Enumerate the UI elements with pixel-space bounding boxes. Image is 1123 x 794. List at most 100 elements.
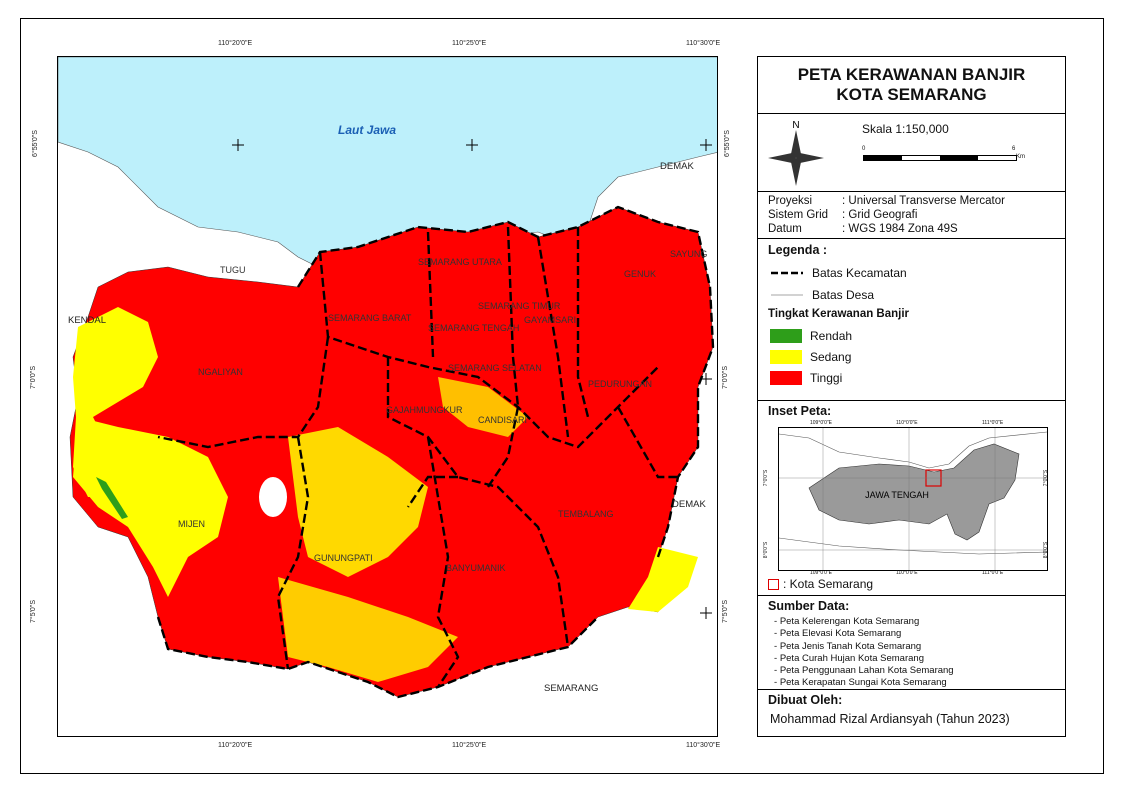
district-label: SEMARANG TENGAH <box>428 323 520 333</box>
district-label: SEMARANG TIMUR <box>478 301 561 311</box>
projection-row: Datum : WGS 1984 Zona 49S <box>768 222 1055 236</box>
inset-panel: Inset Peta: JAWA TENGAH 109°0'0"E 110°0'0… <box>757 400 1066 596</box>
zone-medium-south <box>278 577 458 682</box>
legend-header: Legenda : <box>768 243 828 257</box>
left-latitude-label: 7°0'0"S <box>29 366 37 389</box>
map-sheet <box>20 18 1104 774</box>
scale-start: 0 <box>862 146 866 152</box>
top-longitude-label: 110°20'0"E <box>218 40 253 47</box>
inset-north-coast <box>779 431 1047 469</box>
inset-top-tick: 109°0'0"E <box>810 420 832 426</box>
district-label: CANDISARI <box>478 415 528 425</box>
district-label: PEDURUNGAN <box>588 379 653 389</box>
projection-key: Datum <box>768 223 802 235</box>
scale-bar <box>863 155 1017 161</box>
projection-panel: Proyeksi: Universal Transverse Mercator S… <box>757 191 1066 239</box>
grid-crosses <box>232 139 712 619</box>
source-panel: Sumber Data: Peta Kelerengan Kota Semara… <box>757 595 1066 690</box>
neighbour-region-label: SEMARANG <box>544 683 599 694</box>
source-item: Peta Elevasi Kota Semarang <box>774 628 954 640</box>
district-label: GUNUNGPATI <box>314 553 373 563</box>
legend-swatch <box>770 329 802 343</box>
flood-map-svg <box>58 57 717 699</box>
projection-value: : WGS 1984 Zona 49S <box>842 223 958 235</box>
zone-medium-east <box>628 547 698 612</box>
reservoir <box>259 477 287 517</box>
district-label: TUGU <box>220 265 246 275</box>
inset-left-tick: 7°0'0"S <box>763 469 770 487</box>
legend-desa-label: Batas Desa <box>812 288 875 302</box>
district-label: GAJAHMUNGKUR <box>386 405 463 415</box>
author-header: Dibuat Oleh: <box>768 693 843 707</box>
legend-level-header: Tingkat Kerawanan Banjir <box>768 308 910 320</box>
legend-kecamatan-label: Batas Kecamatan <box>812 266 907 280</box>
inset-graticule <box>779 428 1047 570</box>
projection-value: : Grid Geografi <box>842 209 918 221</box>
map-title-line1: PETA KERAWANAN BANJIR <box>797 65 1026 84</box>
inset-map-svg: JAWA TENGAH <box>779 428 1047 570</box>
projection-key: Sistem Grid <box>768 209 829 221</box>
source-list: Peta Kelerengan Kota SemarangPeta Elevas… <box>774 616 954 690</box>
neighbour-region-label: DEMAK <box>672 499 706 510</box>
author-name: Mohammad Rizal Ardiansyah (Tahun 2023) <box>770 712 1010 726</box>
inset-south-coast <box>779 537 1047 555</box>
district-label: BANYUMANIK <box>446 563 506 573</box>
inset-right-tick: 8°0'0"S <box>1043 541 1050 559</box>
inset-bottom-tick: 109°0'0"E <box>810 570 832 576</box>
district-label: MIJEN <box>178 519 205 529</box>
zone-medium-mid <box>288 427 428 577</box>
district-label: SAYUNG <box>670 249 708 259</box>
legend-level-rendah: Rendah <box>770 329 852 343</box>
inset-right-tick: 7°0'0"S <box>1043 469 1050 487</box>
projection-key: Proyeksi <box>768 195 813 207</box>
right-latitude-label: 7°5'0"S <box>721 600 729 623</box>
top-longitude-label: 110°30'0"E <box>686 40 721 47</box>
inset-header: Inset Peta: <box>768 404 832 418</box>
district-label: TEMBALANG <box>558 509 614 519</box>
bottom-longitude-label: 110°25'0"E <box>452 742 487 749</box>
legend-level-sedang: Sedang <box>770 350 851 364</box>
scale-unit: Km <box>1016 154 1025 160</box>
top-longitude-label: 110°25'0"E <box>452 40 487 47</box>
legend-swatch <box>770 371 802 385</box>
inset-key-label: : Kota Semarang <box>783 577 874 591</box>
neighbour-region-label: KENDAL <box>68 315 107 326</box>
legend-swatch <box>770 350 802 364</box>
neighbour-region-label: DEMAK <box>660 161 694 172</box>
district-boundaries <box>156 205 715 699</box>
projection-row: Proyeksi: Universal Transverse Mercator <box>768 194 1055 208</box>
source-item: Peta Kerapatan Sungai Kota Semarang <box>774 677 954 689</box>
zone-low <box>96 477 128 519</box>
inset-bottom-tick: 110°0'0"E <box>896 570 918 576</box>
right-latitude-label: 6°55'0"S <box>723 130 731 157</box>
inset-key: : Kota Semarang <box>768 577 873 591</box>
district-label: SEMARANG BARAT <box>328 313 412 323</box>
main-map: Laut Jawa DEMAK KENDAL DEMAK SEMARANG TUGU SEM… <box>57 56 718 737</box>
source-item: Peta Curah Hujan Kota Semarang <box>774 653 954 665</box>
inset-key-swatch <box>768 578 779 590</box>
left-latitude-label: 7°5'0"S <box>29 600 37 623</box>
scale-end: 6 <box>1012 146 1016 152</box>
bottom-longitude-label: 110°20'0"E <box>218 742 253 749</box>
author-panel: Dibuat Oleh: Mohammad Rizal Ardiansyah (… <box>757 689 1066 737</box>
legend-level-tinggi: Tinggi <box>770 371 842 385</box>
inset-top-tick: 111°0'0"E <box>982 420 1004 426</box>
scale-panel: N Skala 1:150,000 0 6 Km <box>757 113 1066 192</box>
legend-level-label: Tinggi <box>810 371 843 385</box>
north-letter: N <box>792 120 799 131</box>
north-arrow-icon: N <box>768 120 824 186</box>
source-item: Peta Kelerengan Kota Semarang <box>774 616 954 628</box>
district-label: GENUK <box>624 269 657 279</box>
district-label: GAYAMSARI <box>524 315 577 325</box>
legend-desa: Batas Desa <box>770 288 874 302</box>
legend-kecamatan: Batas Kecamatan <box>770 266 907 280</box>
zone-medium-southwest <box>73 417 228 597</box>
zone-medium-centre <box>438 377 528 437</box>
district-label: SEMARANG SELATAN <box>448 363 542 373</box>
projection-row: Sistem Grid : Grid Geografi <box>768 208 1055 222</box>
inset-top-tick: 110°0'0"E <box>896 420 918 426</box>
central-java <box>808 443 1020 541</box>
right-latitude-label: 7°0'0"S <box>721 366 729 389</box>
inset-region-label: JAWA TENGAH <box>865 490 929 500</box>
bottom-longitude-label: 110°30'0"E <box>686 742 721 749</box>
